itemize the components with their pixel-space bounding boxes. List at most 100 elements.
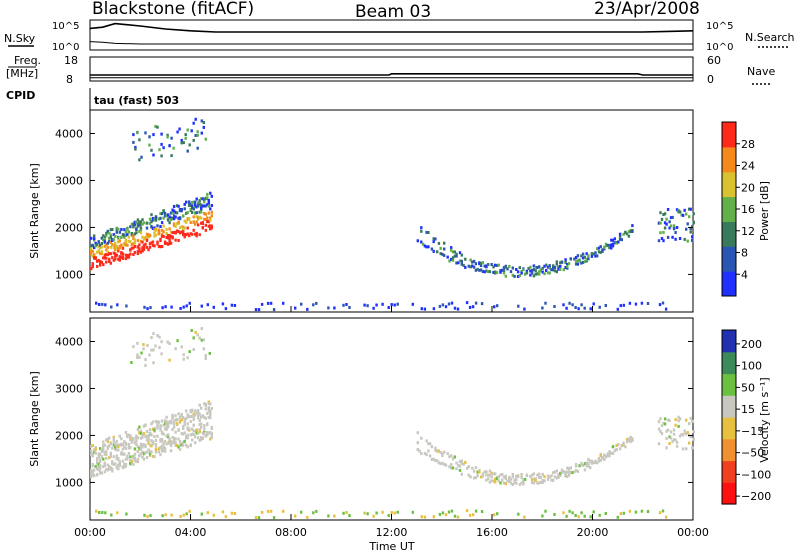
power-echo-493: [185, 200, 188, 204]
power-echo-819: [573, 257, 576, 261]
velocity-echo-932: [686, 431, 689, 434]
velocity-echo-410: [165, 434, 168, 438]
velocity-echo-273: [132, 462, 135, 466]
power-echo-535: [195, 215, 198, 219]
power-echo-701: [467, 264, 470, 268]
power-echo-188: [112, 243, 115, 247]
power-echo-484: [183, 219, 186, 223]
velocity-echo-788: [541, 481, 544, 484]
velocity-echo-588: [209, 402, 212, 406]
power-echo-792: [548, 264, 551, 268]
power-echo-189: [112, 233, 115, 237]
velocity-echo-237: [123, 465, 126, 469]
velocity-echo-491: [185, 417, 188, 421]
velocity-echo-13: [179, 515, 182, 518]
velocity-echo-727: [492, 472, 495, 476]
velocity-echo-216: [118, 443, 121, 447]
power-echo-11: [164, 305, 167, 309]
power-echo-754: [518, 266, 521, 270]
power-echo-615: [148, 143, 151, 147]
power-echo-140: [100, 260, 103, 264]
velocity-echo-661: [430, 458, 434, 461]
velocity-echo-400: [162, 449, 165, 453]
velocity-echo-374: [156, 422, 159, 426]
power-echo-753: [516, 275, 520, 278]
power-echo-795: [552, 268, 555, 272]
velocity-echo-24: [254, 516, 258, 520]
velocity-echo-22: [230, 511, 234, 515]
velocity-echo-893: [659, 417, 662, 421]
power-ylabel: Slant Range [km]: [28, 163, 41, 259]
power-echo-705: [471, 264, 474, 268]
velocity-echo-34: [312, 511, 315, 515]
power-echo-13: [179, 307, 182, 310]
power-echo-708: [474, 262, 478, 266]
velocity-echo-100: [90, 449, 93, 453]
power-echo-715: [479, 268, 483, 272]
power-echo-601: [210, 204, 213, 207]
power-echo-667: [432, 237, 435, 241]
power-echo-377: [157, 228, 161, 232]
power-echo-612: [140, 155, 143, 159]
velocity-echo-207: [115, 448, 118, 452]
velocity-echo-138: [99, 466, 102, 470]
velocity-echo-929: [685, 432, 688, 436]
velocity-echo-512: [189, 409, 192, 413]
power-echo-524: [192, 200, 195, 204]
velocity-echo-623: [160, 352, 163, 356]
velocity-echo-186: [111, 469, 114, 473]
velocity-echo-23: [233, 512, 237, 515]
power-echo-871: [617, 240, 620, 244]
velocity-echo-66: [493, 513, 496, 517]
power-echo-810: [564, 258, 567, 262]
power-echo-531: [194, 211, 197, 215]
velocity-echo-590: [209, 431, 212, 434]
power-echo-59: [453, 306, 457, 310]
power-echo-453: [174, 211, 177, 214]
velocity-echo-291: [136, 450, 140, 454]
velocity-echo-226: [120, 443, 123, 447]
power-echo-602: [210, 224, 213, 228]
power-echo-544: [197, 204, 200, 207]
velocity-echo-767: [522, 480, 525, 484]
velocity-echo-460: [177, 429, 180, 432]
power-echo-87: [622, 303, 625, 307]
velocity-echo-848: [597, 459, 601, 463]
nsky-tick-bottom: 10^0: [52, 42, 79, 53]
power-echo-821: [574, 262, 578, 266]
power-echo-69: [523, 307, 526, 311]
velocity-echo-83: [598, 513, 601, 517]
velocity-echo-720: [487, 477, 490, 481]
velocity-echo-17: [200, 512, 203, 516]
velocity-echo-29: [272, 516, 276, 520]
velocity-echo-217: [118, 434, 121, 438]
velocity-echo-808: [560, 470, 564, 474]
power-echo-739: [502, 266, 506, 270]
velocity-echo-937: [689, 435, 692, 439]
power-echo-578: [206, 218, 209, 221]
velocity-echo-240: [124, 446, 128, 450]
power-echo-190: [112, 258, 115, 262]
velocity-echo-500: [186, 413, 189, 417]
power-echo-102: [91, 254, 94, 258]
velocity-echo-584: [207, 415, 210, 419]
velocity-echo-723: [488, 473, 492, 477]
power-echo-582: [206, 196, 209, 200]
velocity-echo-616: [152, 348, 155, 352]
power-echo-386: [159, 216, 162, 220]
velocity-echo-780: [536, 473, 539, 477]
power-echo-245: [124, 257, 128, 261]
velocity-echo-192: [112, 455, 115, 459]
velocity-echo-719: [487, 473, 490, 477]
velocity-echo-708: [476, 470, 479, 474]
velocity-echo-807: [560, 468, 564, 472]
velocity-echo-568: [204, 407, 207, 411]
power-echo-668: [432, 249, 435, 253]
velocity-echo-426: [169, 449, 173, 453]
power-echo-806: [559, 261, 562, 265]
velocity-echo-135: [99, 470, 102, 474]
power-echo-17: [200, 304, 203, 308]
velocity-echo-168: [106, 468, 109, 472]
velocity-echo-843: [592, 461, 595, 465]
velocity-echo-909: [669, 436, 673, 440]
